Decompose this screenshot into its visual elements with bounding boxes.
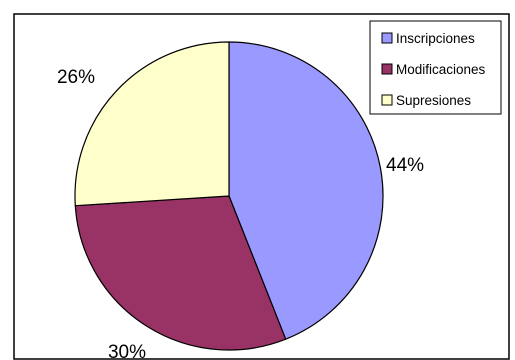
pie-slice-inscripciones [228, 41, 384, 340]
legend-swatch-modificaciones [381, 63, 393, 75]
pie-slice-supresiones [74, 41, 230, 207]
pie-slice-modificaciones [74, 195, 287, 351]
legend-label-supresiones: Supresiones [396, 93, 471, 108]
pie-slices [74, 41, 384, 351]
legend-label-inscripciones: Inscripciones [396, 31, 475, 46]
legend: Inscripciones Modificaciones Supresiones [369, 20, 502, 115]
legend-swatch-supresiones [381, 94, 393, 106]
slice-value-label-modificaciones: 30% [108, 342, 146, 360]
slice-value-label-supresiones: 26% [57, 67, 95, 88]
slice-value-label-inscripciones: 44% [386, 155, 424, 176]
legend-label-modificaciones: Modificaciones [396, 62, 486, 77]
pie-value-labels: 44% 30% 26% [57, 67, 424, 360]
legend-swatch-inscripciones [381, 32, 393, 44]
